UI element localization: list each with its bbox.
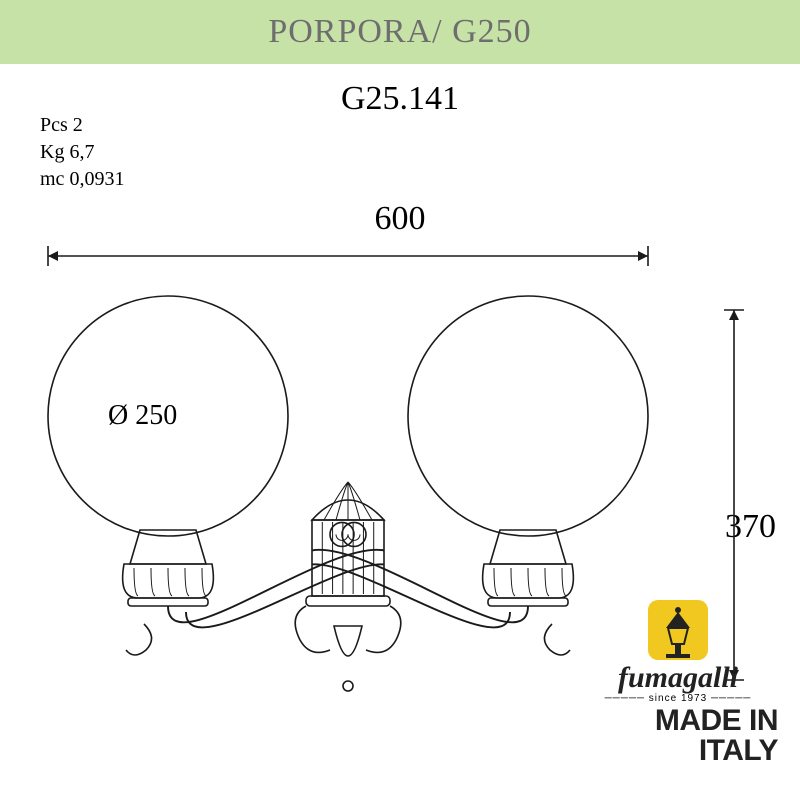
fixture-drawing — [48, 296, 648, 691]
made-in-line2: ITALY — [655, 736, 778, 766]
made-in-label: MADE IN ITALY — [655, 706, 778, 766]
brand-badge — [648, 600, 708, 660]
lamp-icon — [648, 600, 708, 660]
made-in-line1: MADE IN — [655, 706, 778, 736]
brand-block: fumagalli ───── since 1973 ───── — [578, 600, 778, 704]
brand-name: fumagalli — [578, 661, 778, 695]
brand-since: ───── since 1973 ───── — [578, 693, 778, 704]
